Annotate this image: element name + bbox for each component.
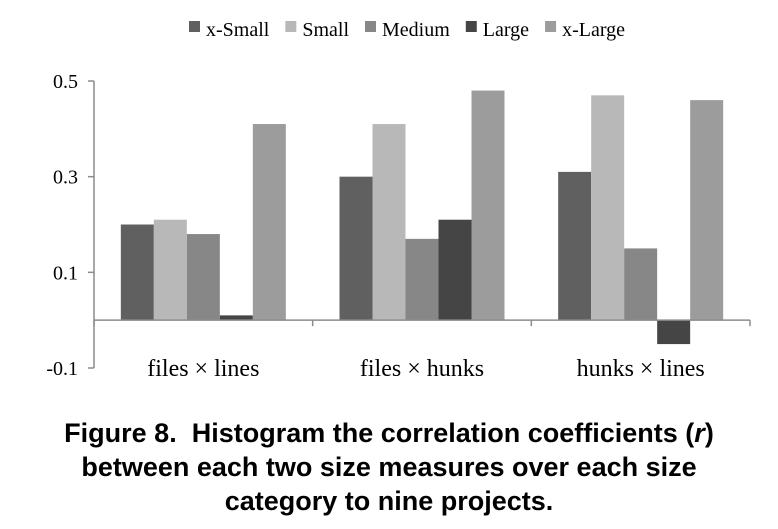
bar xyxy=(153,219,187,321)
y-tick-label: 0.3 xyxy=(53,167,78,189)
bar xyxy=(471,90,505,321)
bar xyxy=(405,238,439,321)
y-axis: -0.1 0.1 0.3 0.5 xyxy=(46,71,95,380)
caption-r-symbol: r xyxy=(694,418,705,448)
legend-swatch xyxy=(465,21,477,32)
x-category-label: files × lines xyxy=(147,356,259,382)
bar xyxy=(120,224,154,321)
bar xyxy=(558,171,592,321)
bars xyxy=(120,90,724,345)
legend-label: x-Small xyxy=(206,19,270,41)
y-tick-label: 0.5 xyxy=(53,71,78,93)
bar xyxy=(591,95,625,321)
bar xyxy=(624,248,658,321)
caption-line-1: Figure 8. Histogram the correlation coef… xyxy=(0,416,778,450)
bar-chart: x-Small Small Medium Large x-Large -0.1 0.1 0.… xyxy=(46,19,751,382)
caption-line-3: category to nine projects. xyxy=(224,486,554,516)
caption-figure-label: Figure 8. Histogram the correlation coef… xyxy=(64,418,695,448)
legend-label: Medium xyxy=(382,19,450,41)
x-category-label: hunks × lines xyxy=(577,356,705,382)
legend-label: Large xyxy=(483,19,529,41)
legend-swatch xyxy=(365,21,377,32)
x-axis: files × lines files × hunks hunks × lines xyxy=(93,319,751,382)
bar xyxy=(438,219,472,321)
caption-line-2: between each two size measures over each… xyxy=(81,452,697,482)
legend-label: Small xyxy=(302,19,349,41)
y-tick-label: -0.1 xyxy=(46,358,78,380)
bar xyxy=(372,124,406,321)
x-category-label: files × hunks xyxy=(360,356,484,382)
legend-swatch xyxy=(285,21,297,32)
bar xyxy=(252,124,286,321)
chart-legend: x-Small Small Medium Large x-Large xyxy=(188,19,625,41)
figure-caption: Figure 8. Histogram the correlation coef… xyxy=(0,416,778,518)
legend-swatch xyxy=(545,21,557,32)
legend-swatch xyxy=(188,21,200,32)
legend-label: x-Large xyxy=(562,19,625,41)
bar xyxy=(339,176,373,321)
bar xyxy=(657,320,691,345)
bar xyxy=(690,100,724,321)
bar xyxy=(219,315,253,321)
bar xyxy=(186,234,220,321)
caption-close-paren: ) xyxy=(704,418,714,448)
y-tick-label: 0.1 xyxy=(53,262,78,284)
